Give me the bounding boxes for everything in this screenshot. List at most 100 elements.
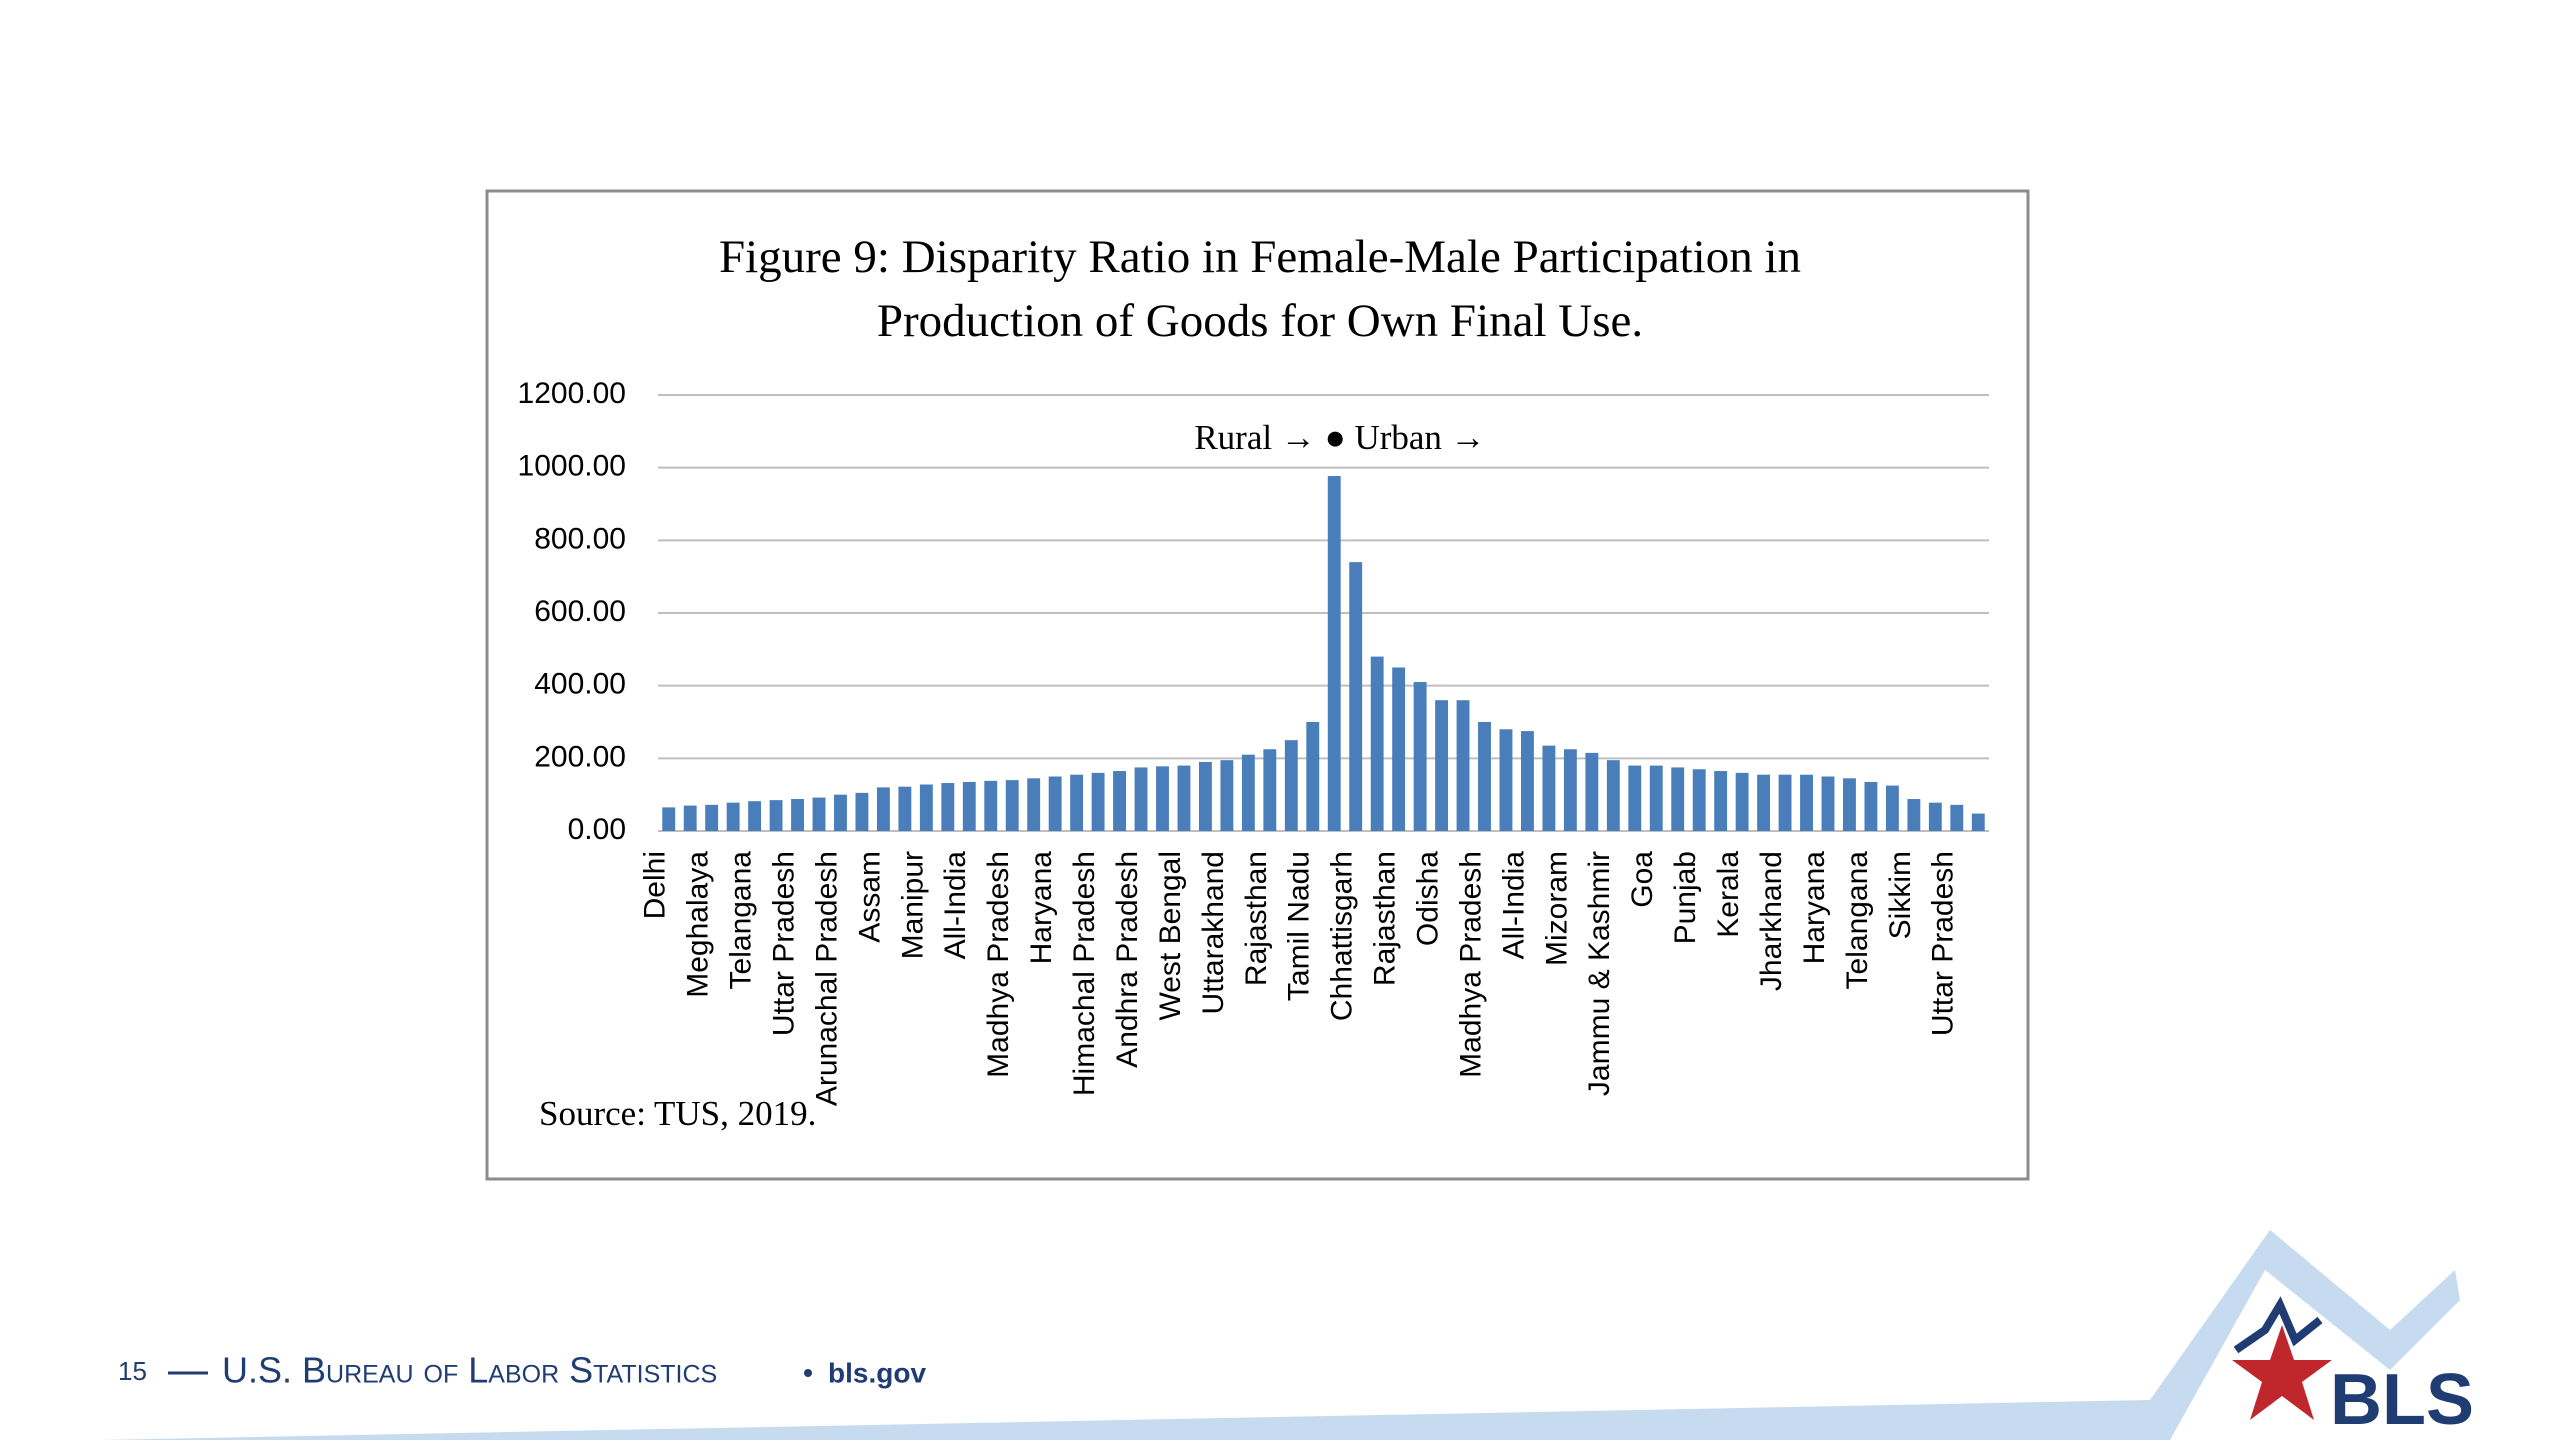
bar bbox=[662, 807, 676, 831]
x-tick-label: Uttar Pradesh bbox=[767, 851, 800, 1036]
logo-star bbox=[2232, 1325, 2332, 1420]
bar bbox=[984, 780, 998, 831]
bar bbox=[919, 784, 933, 831]
x-tick-label: Chhattisgarh bbox=[1326, 851, 1359, 1021]
footer-org: U.S. Bureau of Labor Statistics bbox=[222, 1350, 717, 1391]
bar bbox=[791, 799, 804, 831]
x-tick-label: Madhya Pradesh bbox=[1454, 851, 1487, 1078]
bar bbox=[1542, 745, 1556, 831]
bar bbox=[898, 786, 912, 831]
x-tick-label: Sikkim bbox=[1884, 851, 1917, 939]
bar bbox=[876, 787, 890, 831]
bar bbox=[1649, 765, 1663, 831]
bar bbox=[1843, 778, 1856, 831]
bar bbox=[1971, 813, 1985, 831]
logo-text: BLS bbox=[2330, 1360, 2474, 1440]
x-tick-label: West Bengal bbox=[1154, 851, 1187, 1021]
bar bbox=[1156, 766, 1169, 831]
y-tick-label: 200.00 bbox=[534, 740, 626, 773]
bar bbox=[1478, 722, 1491, 831]
x-tick-label: Manipur bbox=[896, 851, 929, 959]
bar bbox=[1392, 667, 1406, 831]
bar bbox=[726, 802, 740, 831]
bar bbox=[748, 801, 762, 831]
bar bbox=[1263, 749, 1277, 831]
bar bbox=[1198, 761, 1212, 831]
x-tick-label: Himachal Pradesh bbox=[1068, 851, 1101, 1096]
bar bbox=[1821, 776, 1835, 831]
x-tick-label: Meghalaya bbox=[682, 851, 715, 998]
x-tick-label: Arunachal Pradesh bbox=[810, 851, 843, 1106]
bar bbox=[1907, 799, 1921, 831]
bar bbox=[962, 781, 976, 831]
x-tick-label: Rajasthan bbox=[1240, 851, 1273, 986]
bar bbox=[1177, 765, 1191, 831]
bar bbox=[1134, 767, 1148, 831]
bar bbox=[1306, 722, 1320, 831]
y-tick-label: 400.00 bbox=[534, 668, 626, 701]
x-tick-label: Odisha bbox=[1411, 851, 1444, 946]
annotation: Rural → ● Urban → bbox=[1194, 418, 1485, 457]
source: Source: TUS, 2019. bbox=[539, 1094, 816, 1133]
x-tick-label: Andhra Pradesh bbox=[1111, 851, 1144, 1068]
bar bbox=[1435, 700, 1449, 831]
bar bbox=[1778, 774, 1792, 831]
bar bbox=[1800, 774, 1813, 831]
x-tick-label: Punjab bbox=[1669, 851, 1702, 944]
bar bbox=[1735, 772, 1749, 831]
x-tick-label: Tamil Nadu bbox=[1283, 851, 1316, 1001]
bar bbox=[1928, 802, 1942, 831]
y-tick-label: 1200.00 bbox=[518, 377, 626, 410]
bar bbox=[1950, 804, 1964, 831]
bar bbox=[1413, 682, 1427, 831]
bar bbox=[1091, 772, 1105, 831]
bar bbox=[1864, 781, 1878, 831]
x-tick-label: Mizoram bbox=[1540, 851, 1573, 966]
bar bbox=[1284, 740, 1298, 831]
x-tick-label: All-India bbox=[1497, 851, 1530, 960]
bar bbox=[1370, 656, 1384, 831]
bar bbox=[1671, 767, 1685, 831]
bar bbox=[1585, 752, 1599, 831]
y-tick-label: 800.00 bbox=[534, 522, 626, 555]
chart-title: Figure 9: Disparity Ratio in Female-Male… bbox=[718, 231, 1802, 347]
bar bbox=[1048, 776, 1062, 831]
y-tick-label: 0.00 bbox=[568, 813, 626, 846]
x-tick-label: Jharkhand bbox=[1755, 851, 1788, 991]
bar bbox=[834, 794, 847, 831]
bar bbox=[1521, 731, 1534, 831]
bar bbox=[1628, 765, 1642, 831]
x-tick-label: Telangana bbox=[1841, 851, 1874, 990]
bar bbox=[812, 797, 826, 831]
bar bbox=[769, 800, 783, 831]
title-box: Figure 9: Disparity Ratio in Female-Male… bbox=[718, 231, 1802, 347]
bar bbox=[1606, 760, 1620, 831]
bar bbox=[1456, 700, 1470, 831]
bar bbox=[1692, 769, 1706, 831]
y-tick-label: 1000.00 bbox=[518, 450, 626, 483]
footer-site: bls.gov bbox=[828, 1357, 926, 1388]
y-tick-label: 600.00 bbox=[534, 595, 626, 628]
bar bbox=[1220, 760, 1234, 831]
bar bbox=[1563, 749, 1577, 831]
bar bbox=[705, 804, 719, 831]
x-tick-label: Assam bbox=[853, 851, 886, 943]
bar bbox=[1327, 476, 1341, 831]
bar bbox=[855, 792, 869, 831]
bar bbox=[1757, 774, 1771, 831]
bar bbox=[1113, 771, 1126, 831]
bar bbox=[1885, 785, 1899, 831]
x-tick-label: Rajasthan bbox=[1369, 851, 1402, 986]
x-tick-label: Goa bbox=[1626, 851, 1659, 908]
bar bbox=[1027, 778, 1041, 831]
bar bbox=[1499, 729, 1513, 831]
x-tick-label: Jammu & Kashmir bbox=[1583, 851, 1616, 1096]
bar bbox=[1714, 771, 1728, 831]
x-tick-label: Telangana bbox=[725, 851, 758, 990]
logo-line bbox=[2233, 1296, 2323, 1354]
x-tick-label: Kerala bbox=[1712, 851, 1745, 938]
x-tick-label: Haryana bbox=[1025, 851, 1058, 965]
bar bbox=[1241, 754, 1255, 831]
